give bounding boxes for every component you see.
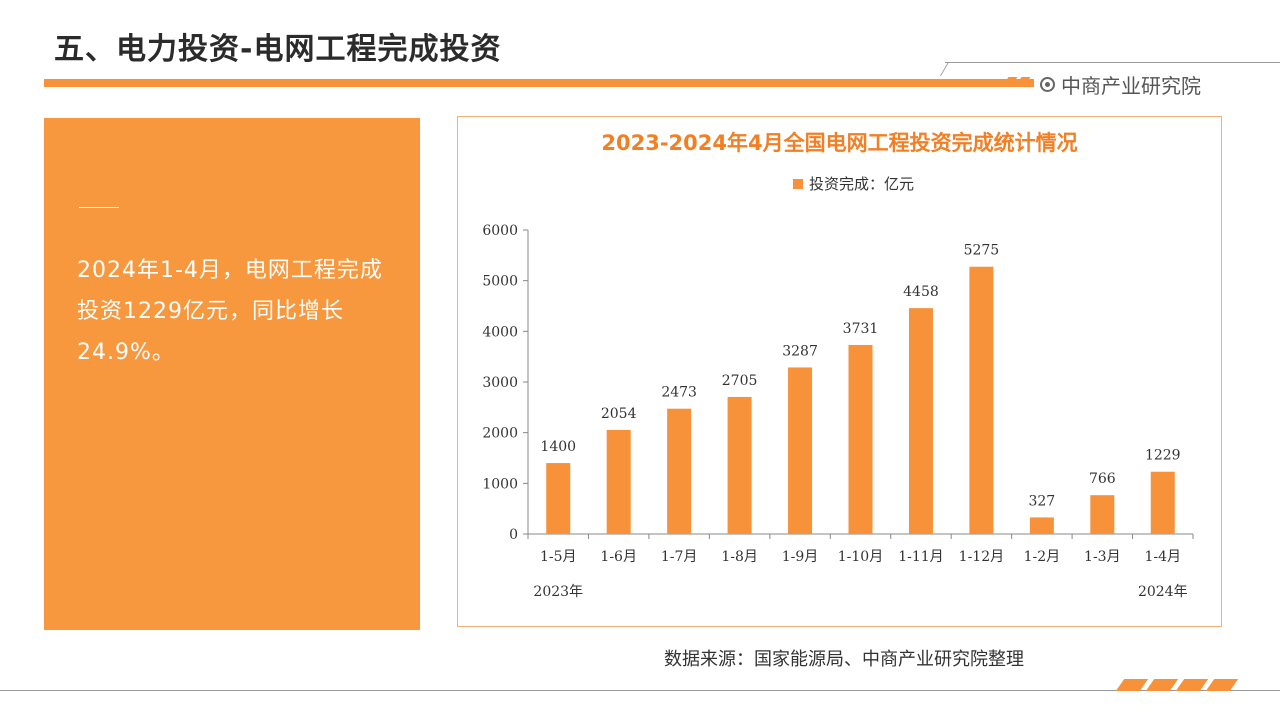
summary-panel: 2024年1-4月，电网工程完成投资1229亿元，同比增长24.9%。 (44, 118, 420, 630)
year-label: 2023年 (533, 584, 583, 600)
data-label: 766 (1089, 471, 1116, 487)
bar (546, 463, 571, 534)
bar (667, 408, 692, 534)
brand-name: 中商产业研究院 (1061, 74, 1201, 98)
x-tick-label: 1-6月 (600, 549, 637, 565)
y-tick-label: 3000 (482, 375, 518, 391)
y-tick-label: 1000 (482, 476, 518, 492)
bar-chart: 0 1000 2000 3000 4000 5000 6000 1400 1-5月 2054 1-6… (482, 223, 1194, 600)
data-label: 1229 (1145, 448, 1181, 464)
footer-rule (0, 690, 1280, 691)
legend-label: 投资完成：亿元 (809, 175, 915, 193)
chart-legend: 投资完成：亿元 (793, 173, 914, 194)
x-tick-label: 1-11月 (898, 549, 943, 565)
x-tick-label: 1-7月 (661, 549, 698, 565)
x-tick-label: 1-2月 (1024, 549, 1061, 565)
bar (788, 367, 813, 534)
data-label: 4458 (903, 284, 939, 300)
bar (1150, 471, 1175, 534)
x-tick-label: 1-10月 (838, 549, 883, 565)
data-label: 5275 (964, 243, 1000, 259)
data-source: 数据来源：国家能源局、中商产业研究院整理 (664, 649, 1024, 670)
x-tick-label: 1-9月 (782, 549, 819, 565)
x-tick-label: 1-3月 (1084, 549, 1121, 565)
x-tick-label: 1-5月 (540, 549, 577, 565)
chart-container: 2023-2024年4月全国电网工程投资完成统计情况 投资完成：亿元 0 1000… (457, 116, 1222, 627)
chart-title: 2023-2024年4月全国电网工程投资完成统计情况 (601, 131, 1078, 155)
panel-divider (79, 207, 119, 208)
summary-text: 2024年1-4月，电网工程完成投资1229亿元，同比增长24.9%。 (77, 258, 383, 365)
y-tick-label: 0 (509, 527, 518, 543)
bar (848, 344, 873, 534)
bar (606, 429, 631, 534)
y-tick-label: 6000 (482, 223, 518, 239)
bar (1090, 495, 1115, 534)
x-tick-label: 1-8月 (721, 549, 758, 565)
x-tick-label: 1-4月 (1144, 549, 1181, 565)
legend-swatch (793, 178, 803, 189)
bar (1029, 517, 1054, 534)
page-title: 五、电力投资-电网工程完成投资 (54, 32, 502, 67)
data-label: 1400 (540, 439, 576, 455)
title-underline (44, 79, 1034, 87)
data-label: 3731 (843, 321, 879, 337)
y-tick-label: 4000 (482, 324, 518, 340)
data-label: 327 (1028, 493, 1055, 509)
brand: 中商产业研究院 (1040, 70, 1201, 99)
bar (727, 396, 752, 534)
bar (908, 308, 933, 534)
x-tick-label: 1-12月 (959, 549, 1004, 565)
data-label: 2705 (722, 373, 758, 389)
year-label: 2024年 (1138, 584, 1188, 600)
data-label: 2054 (601, 406, 637, 422)
data-label: 2473 (661, 385, 697, 401)
header-rule-slant (939, 62, 950, 76)
y-tick-label: 2000 (482, 426, 518, 442)
data-label: 3287 (782, 343, 818, 359)
target-circle-icon (1040, 77, 1055, 92)
bar (969, 266, 994, 534)
y-tick-label: 5000 (482, 274, 518, 290)
header-thin-rule (945, 62, 1280, 63)
